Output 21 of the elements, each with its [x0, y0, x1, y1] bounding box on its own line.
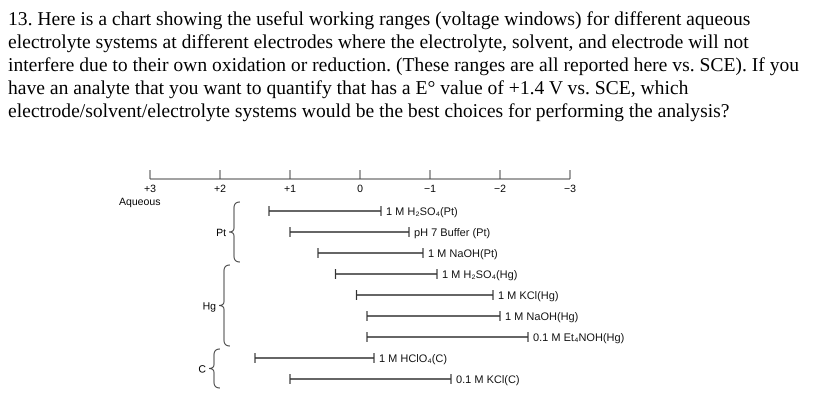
- annotation: Aqueous: [119, 196, 160, 208]
- annotation: Pt: [216, 227, 226, 239]
- x-tick-label: +2: [214, 183, 226, 195]
- x-tick-label: +3: [144, 183, 156, 195]
- y-tick-label: pH 7 Buffer (Pt): [414, 227, 490, 239]
- annotation: Hg: [202, 300, 216, 312]
- y-tick-label: 1 M KCl(Hg): [498, 290, 559, 302]
- x-tick-label: −3: [564, 183, 576, 195]
- y-tick-label: 0.1 M KCl(C): [456, 374, 520, 386]
- x-tick-label: +1: [284, 183, 296, 195]
- y-tick-label: 0.1 M Et₄NOH(Hg): [533, 332, 624, 344]
- y-tick-label: 1 M H₂SO₄(Pt): [386, 206, 458, 218]
- annotation: C: [198, 364, 206, 376]
- y-tick-label: 1 M NaOH(Hg): [505, 311, 578, 323]
- y-tick-label: 1 M NaOH(Pt): [428, 248, 498, 260]
- x-tick-label: −2: [494, 183, 506, 195]
- chart-title: 13. Here is a chart showing the useful working ranges (voltage windows) for different aqueous electrolyte systems at different electrodes where the electrolyte, solvent, and electrode will not interfere due to their own oxidation or reduction. (These ranges are all reported here vs. SCE). If you have an analyte that you want to quantify that has a E° value of +1.4 V vs. SCE, which electrode/solvent/electrolyte systems would be the best choices for performing the analysis?: [8, 8, 800, 124]
- x-tick-label: 0: [357, 183, 364, 195]
- y-tick-label: 1 M H₂SO₄(Hg): [442, 269, 518, 281]
- x-tick-label: −1: [424, 183, 436, 195]
- y-tick-label: 1 M HClO₄(C): [379, 353, 448, 365]
